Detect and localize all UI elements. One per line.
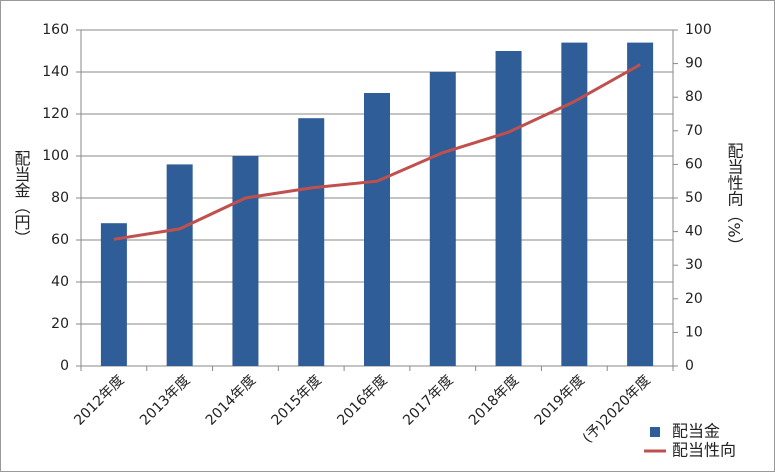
y-axis-label: 配当金（円） bbox=[12, 150, 31, 246]
y2-tick-label: 30 bbox=[685, 257, 703, 273]
y-tick-label: 140 bbox=[42, 64, 69, 80]
y-tick-label: 160 bbox=[42, 22, 69, 38]
y-tick-label: 80 bbox=[51, 190, 69, 206]
bar bbox=[364, 93, 390, 366]
legend-swatch bbox=[650, 427, 660, 437]
bar bbox=[627, 42, 654, 366]
y2-tick-label: 40 bbox=[685, 224, 703, 240]
y2-tick-label: 80 bbox=[685, 89, 703, 105]
y-tick-label: 120 bbox=[42, 106, 69, 122]
bar bbox=[429, 72, 456, 366]
y2-tick-label: 0 bbox=[685, 358, 694, 374]
y2-tick-label: 90 bbox=[685, 56, 703, 72]
y-tick-label: 40 bbox=[51, 274, 69, 290]
bar bbox=[495, 51, 522, 366]
bar bbox=[232, 156, 259, 366]
bar bbox=[561, 42, 588, 366]
y-tick-label: 0 bbox=[60, 358, 69, 374]
y2-axis-label: 配当性向（%） bbox=[725, 142, 744, 253]
legend-label: 配当性向 bbox=[672, 441, 736, 460]
line bbox=[113, 63, 641, 241]
bar bbox=[100, 223, 127, 366]
legend-label: 配当金 bbox=[672, 422, 720, 441]
y2-tick-label: 70 bbox=[685, 123, 703, 139]
y2-tick-label: 100 bbox=[685, 22, 712, 38]
y2-tick-label: 50 bbox=[685, 190, 703, 206]
y2-tick-label: 60 bbox=[685, 156, 703, 172]
y-tick-label: 20 bbox=[51, 316, 69, 332]
bar bbox=[298, 118, 325, 366]
y2-tick-label: 10 bbox=[685, 324, 703, 340]
y-tick-label: 100 bbox=[42, 148, 69, 164]
bar bbox=[166, 164, 193, 366]
y2-tick-label: 20 bbox=[685, 291, 703, 307]
y-tick-label: 60 bbox=[51, 232, 69, 248]
